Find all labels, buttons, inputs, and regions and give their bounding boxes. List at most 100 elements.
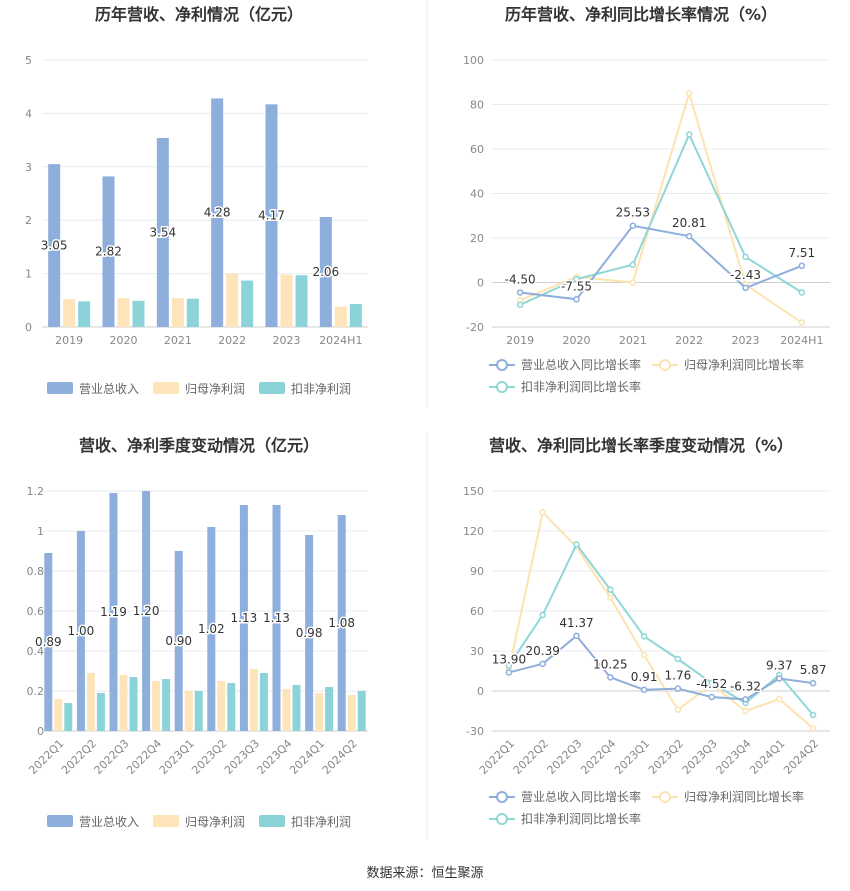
chart-title: 历年营收、净利同比增长率情况（%） bbox=[505, 5, 777, 24]
series-point bbox=[640, 686, 648, 694]
bar-net-profit bbox=[117, 298, 130, 327]
x-tick-label: 2023Q1 bbox=[157, 737, 197, 777]
x-tick-label: 2022Q4 bbox=[578, 737, 618, 777]
data-label: 20.39 bbox=[526, 644, 560, 658]
series-point bbox=[573, 275, 580, 283]
series-point bbox=[629, 279, 637, 286]
bar-net-profit bbox=[152, 681, 161, 731]
series-point bbox=[685, 131, 693, 138]
bar-net-profit bbox=[249, 669, 258, 731]
data-label: 1.00 bbox=[68, 624, 95, 638]
y-tick-label: 0 bbox=[37, 725, 44, 738]
data-label: 0.90 bbox=[165, 634, 192, 648]
bar-net-profit bbox=[86, 673, 95, 731]
series-point bbox=[607, 674, 614, 681]
bar-revenue bbox=[109, 493, 118, 731]
series-point bbox=[708, 693, 715, 701]
x-tick-label: 2022Q2 bbox=[511, 737, 551, 777]
bar-deducted-profit bbox=[227, 683, 236, 731]
data-label: 13.90 bbox=[492, 652, 526, 666]
x-tick-label: 2021 bbox=[619, 334, 647, 347]
bar-revenue bbox=[211, 98, 224, 327]
data-label: 0.91 bbox=[631, 670, 658, 684]
bar-revenue bbox=[102, 176, 115, 327]
bar-deducted-profit bbox=[194, 691, 203, 731]
series-point bbox=[640, 633, 648, 640]
bar-deducted-profit bbox=[325, 687, 334, 731]
data-label: 3.54 bbox=[149, 225, 176, 239]
x-tick-label: 2020 bbox=[110, 334, 138, 347]
y-tick-label: 0 bbox=[477, 685, 484, 698]
bar-net-profit bbox=[119, 675, 128, 731]
x-tick-label: 2023Q1 bbox=[612, 737, 652, 777]
legend-label: 扣非净利润同比增长率 bbox=[521, 379, 641, 394]
y-tick-label: 0.8 bbox=[27, 565, 45, 578]
data-label: 4.28 bbox=[204, 206, 231, 220]
series-point bbox=[674, 655, 682, 663]
legend-swatch bbox=[259, 815, 285, 827]
series-point bbox=[516, 301, 524, 308]
y-tick-label: 0.6 bbox=[27, 605, 45, 618]
x-tick-label: 2019 bbox=[506, 334, 534, 347]
series-point bbox=[674, 706, 682, 713]
chart-title: 营收、净利季度变动情况（亿元） bbox=[79, 436, 319, 455]
y-tick-label: 0.2 bbox=[27, 685, 45, 698]
bar-deducted-profit bbox=[129, 677, 138, 731]
series-line-net-profit bbox=[507, 510, 814, 730]
x-tick-label: 2021 bbox=[164, 334, 192, 347]
y-tick-label: 80 bbox=[470, 99, 484, 112]
y-tick-label: 1 bbox=[25, 268, 32, 281]
series-point bbox=[809, 679, 817, 687]
series-point bbox=[776, 675, 783, 682]
y-tick-label: 0.4 bbox=[27, 645, 45, 658]
chart-title: 营收、净利同比增长率季度变动情况（%） bbox=[489, 436, 793, 455]
series-line-deducted-profit bbox=[519, 132, 803, 306]
x-tick-label: 2022Q4 bbox=[124, 737, 164, 777]
data-label: 1.13 bbox=[263, 611, 290, 625]
series-point bbox=[742, 707, 749, 715]
y-tick-label: 0 bbox=[477, 277, 484, 290]
legend-marker bbox=[496, 791, 508, 803]
y-tick-label: 1 bbox=[37, 525, 44, 538]
data-label: 1.76 bbox=[665, 669, 692, 683]
y-tick-label: 5 bbox=[25, 54, 32, 67]
legend-label: 营业总收入 bbox=[79, 382, 139, 396]
series-point bbox=[809, 725, 817, 732]
x-tick-label: 2023 bbox=[732, 334, 760, 347]
x-tick-label: 2024Q1 bbox=[287, 737, 327, 777]
bar-net-profit bbox=[347, 695, 356, 731]
bar-revenue bbox=[156, 137, 169, 327]
data-label: 0.89 bbox=[35, 635, 62, 649]
bar-net-profit bbox=[282, 689, 291, 731]
series-point bbox=[798, 319, 806, 326]
bar-deducted-profit bbox=[186, 298, 199, 327]
source-note: 数据来源：恒生聚源 bbox=[366, 866, 484, 881]
legend-label: 营业总收入同比增长率 bbox=[521, 357, 641, 372]
series-point bbox=[573, 632, 580, 640]
series-point bbox=[776, 695, 783, 703]
legend-label: 归母净利润 bbox=[185, 815, 245, 829]
y-tick-label: -30 bbox=[466, 725, 484, 738]
bar-net-profit bbox=[280, 274, 293, 327]
x-tick-label: 2023Q3 bbox=[222, 737, 262, 777]
series-point bbox=[685, 90, 693, 97]
legend-swatch bbox=[259, 382, 285, 394]
series-point bbox=[539, 611, 546, 619]
series-point bbox=[640, 651, 648, 659]
legend-label: 扣非净利润 bbox=[291, 382, 351, 396]
legend-label: 扣非净利润同比增长率 bbox=[521, 811, 641, 826]
data-label: 10.25 bbox=[593, 657, 627, 671]
x-tick-label: 2022 bbox=[218, 334, 246, 347]
data-label: 7.51 bbox=[788, 246, 815, 260]
data-label: 1.13 bbox=[231, 611, 258, 625]
bar-revenue bbox=[44, 553, 53, 731]
series-line-net-profit bbox=[519, 89, 803, 324]
bar-revenue bbox=[142, 491, 151, 731]
data-label: -4.50 bbox=[505, 273, 536, 287]
data-label: -6.32 bbox=[730, 679, 761, 693]
x-tick-label: 2022 bbox=[675, 334, 703, 347]
series-point bbox=[798, 289, 806, 296]
series-point bbox=[742, 253, 749, 261]
series-point bbox=[629, 222, 637, 229]
legend-marker bbox=[496, 359, 508, 371]
